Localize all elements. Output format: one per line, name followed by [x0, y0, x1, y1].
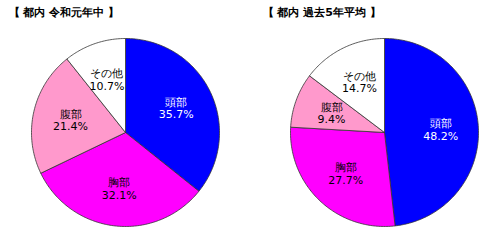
svg-text:胸部32.1%: 胸部32.1%: [102, 176, 137, 202]
svg-text:胸部27.7%: 胸部27.7%: [328, 161, 363, 187]
svg-text:【 都内 令和元年中 】: 【 都内 令和元年中 】: [9, 6, 120, 19]
svg-text:腹部9.4%: 腹部9.4%: [318, 101, 346, 127]
svg-text:その他14.7%: その他14.7%: [342, 70, 377, 96]
svg-text:その他10.7%: その他10.7%: [89, 67, 124, 93]
svg-text:腹部21.4%: 腹部21.4%: [53, 108, 88, 134]
svg-text:頭部35.7%: 頭部35.7%: [159, 96, 194, 122]
svg-text:【 都内 過去5年平均 】: 【 都内 過去5年平均 】: [263, 6, 381, 19]
svg-text:頭部48.2%: 頭部48.2%: [423, 117, 458, 143]
